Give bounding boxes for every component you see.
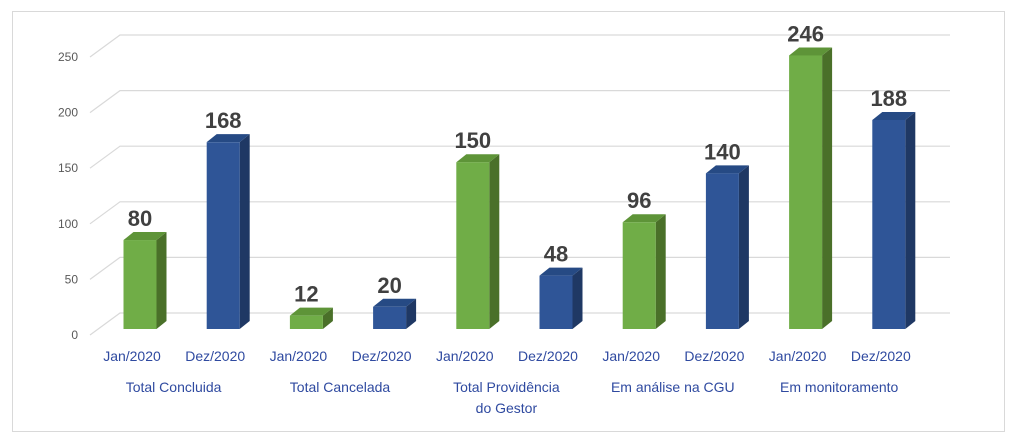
value-label: 48 <box>544 242 568 267</box>
x-tick-label: Jan/2020 <box>270 348 328 364</box>
bar-top <box>705 165 749 174</box>
bar-side <box>905 111 916 329</box>
bar <box>456 162 490 329</box>
gridline <box>89 201 950 225</box>
bar <box>622 222 656 329</box>
value-label: 96 <box>627 188 651 213</box>
bar <box>539 275 573 329</box>
value-label: 246 <box>787 21 824 46</box>
bar-top <box>123 232 167 241</box>
bar <box>872 119 906 329</box>
gridline <box>89 89 950 114</box>
bar <box>289 315 323 329</box>
x-tick-label: Jan/2020 <box>436 348 494 364</box>
bar-top <box>622 214 666 223</box>
x-tick-label: Dez/2020 <box>518 348 578 364</box>
x-tick-label: Jan/2020 <box>103 348 161 364</box>
bar-side <box>322 307 333 329</box>
gridline <box>89 256 950 280</box>
x-tick-label: Dez/2020 <box>352 348 412 364</box>
value-label: 140 <box>704 139 741 164</box>
bar-top <box>289 307 333 316</box>
y-tick-label: 0 <box>71 328 78 342</box>
bar-top <box>206 134 250 143</box>
bar-side <box>239 134 250 329</box>
bar-top <box>789 47 833 56</box>
x-tick-label: Dez/2020 <box>684 348 744 364</box>
value-label: 80 <box>128 206 152 231</box>
bar-side <box>655 214 666 329</box>
group-label: Total Cancelada <box>290 379 391 395</box>
bar <box>123 240 157 329</box>
bar-top <box>872 111 916 120</box>
gridline <box>89 34 950 58</box>
bar-top <box>539 267 583 276</box>
group-label: do Gestor <box>476 400 538 416</box>
gridline <box>89 145 950 169</box>
y-tick-label: 50 <box>65 272 79 286</box>
x-tick-label: Dez/2020 <box>851 348 911 364</box>
bar <box>206 142 240 329</box>
y-tick-label: 250 <box>58 50 78 64</box>
y-tick-label: 100 <box>58 217 78 231</box>
value-label: 150 <box>454 128 491 153</box>
value-label: 168 <box>205 108 242 133</box>
bar <box>705 173 739 329</box>
bar-side <box>406 298 417 329</box>
bar-side <box>738 165 749 329</box>
bar-side <box>156 232 167 329</box>
group-label: Total Providência <box>453 379 560 395</box>
group-label: Total Concluida <box>126 379 222 395</box>
x-tick-label: Dez/2020 <box>185 348 245 364</box>
value-label: 12 <box>294 282 318 307</box>
y-tick-label: 150 <box>58 161 78 175</box>
group-label: Em análise na CGU <box>611 379 735 395</box>
bar-top <box>373 298 417 307</box>
x-tick-label: Jan/2020 <box>769 348 827 364</box>
x-tick-label: Jan/2020 <box>602 348 660 364</box>
bar <box>789 55 823 329</box>
gridline <box>89 312 950 336</box>
bar-top <box>456 154 500 163</box>
group-label: Em monitoramento <box>780 379 898 395</box>
value-label: 188 <box>870 86 907 111</box>
bar-side <box>489 154 500 329</box>
chart-border <box>12 11 1005 432</box>
bar-side <box>822 47 833 330</box>
value-label: 20 <box>377 273 401 298</box>
y-tick-label: 200 <box>58 106 78 120</box>
bar <box>373 306 407 329</box>
bar-side <box>572 267 583 329</box>
